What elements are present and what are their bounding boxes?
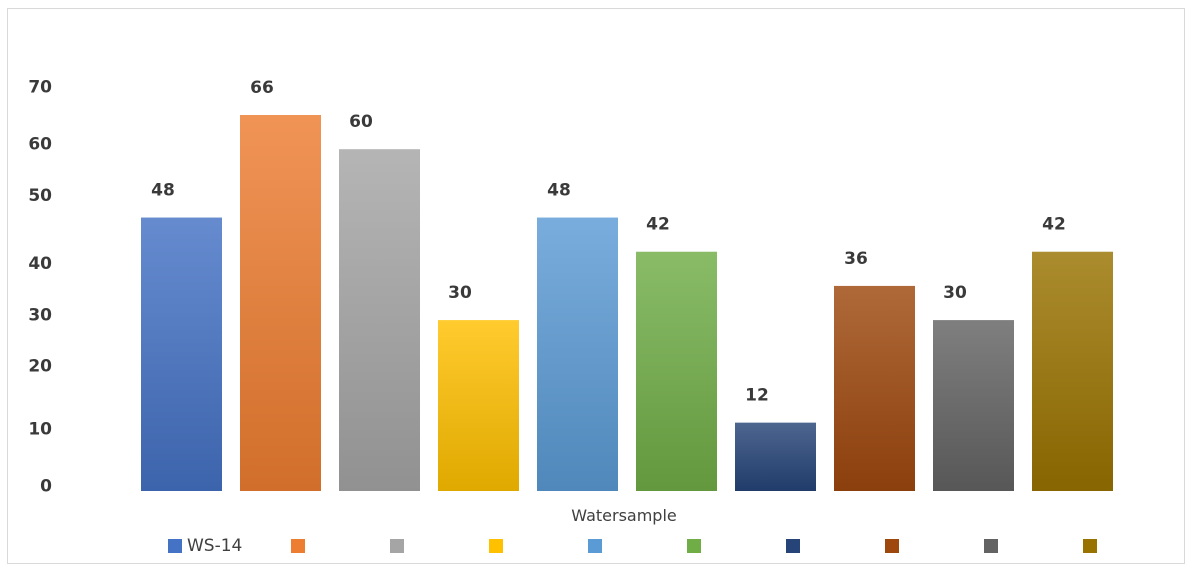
- bar-2: [240, 115, 321, 491]
- legend-swatch-9: [984, 539, 998, 553]
- y-tick-label-7: 70: [28, 78, 52, 98]
- legend-label-1: WS-14: [187, 536, 242, 556]
- bar-5: [537, 217, 618, 491]
- data-label-4: 30: [448, 283, 472, 303]
- legend-swatch-8: [885, 539, 899, 553]
- data-label-5: 48: [547, 181, 571, 201]
- data-label-10: 42: [1042, 215, 1066, 235]
- bar-1: [141, 217, 222, 491]
- data-label-3: 60: [349, 112, 373, 132]
- data-label-1: 48: [151, 181, 175, 201]
- data-label-8: 36: [844, 249, 868, 269]
- y-tick-label-6: 60: [28, 134, 52, 154]
- y-tick-label-1: 10: [28, 419, 52, 439]
- legend-swatch-3: [390, 539, 404, 553]
- y-axis-ticks: 0 10 20 30 40 50 60 70: [28, 78, 52, 497]
- legend-swatch-2: [291, 539, 305, 553]
- y-tick-label-3: 30: [28, 305, 52, 325]
- legend-swatch-4: [489, 539, 503, 553]
- x-axis-label: Watersample: [571, 506, 676, 525]
- bar-8: [834, 285, 915, 491]
- legend-swatch-10: [1083, 539, 1097, 553]
- legend-swatch-6: [687, 539, 701, 553]
- bar-10: [1032, 251, 1113, 491]
- data-label-2: 66: [250, 78, 274, 98]
- data-label-9: 30: [943, 283, 967, 303]
- data-label-7: 12: [745, 386, 769, 406]
- y-tick-label-5: 50: [28, 186, 52, 206]
- y-tick-label-4: 40: [28, 254, 52, 274]
- data-labels: 48 66 60 30 48 42 12 36 30 42: [151, 78, 1066, 406]
- bar-7: [735, 422, 816, 491]
- legend-swatch-1: [168, 539, 182, 553]
- legend-swatch-5: [588, 539, 602, 553]
- bar-6: [636, 251, 717, 491]
- legend-swatch-7: [786, 539, 800, 553]
- y-tick-label-2: 20: [28, 357, 52, 377]
- bar-4: [438, 320, 519, 491]
- y-tick-label-0: 0: [40, 476, 52, 496]
- bar-3: [339, 149, 420, 491]
- bars: [141, 115, 1113, 491]
- data-label-6: 42: [646, 215, 670, 235]
- bar-9: [933, 320, 1014, 491]
- legend: WS-14: [168, 536, 1097, 556]
